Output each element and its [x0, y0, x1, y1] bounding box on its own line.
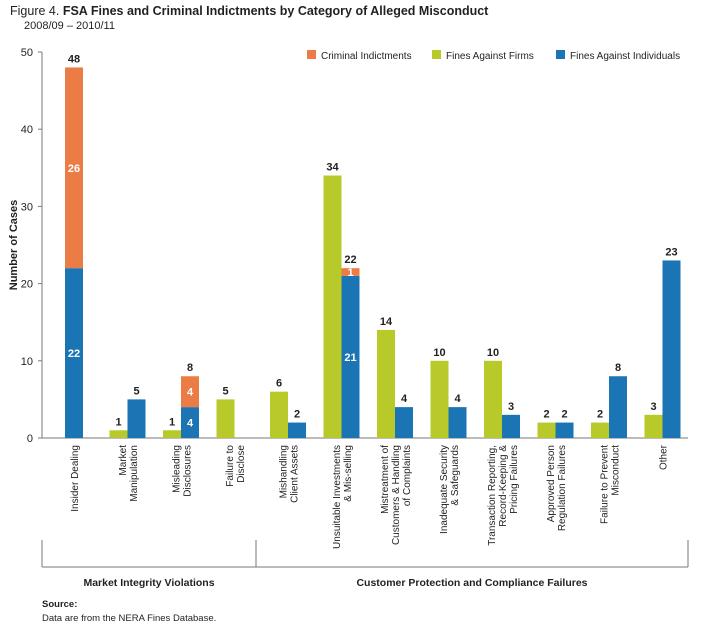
data-label: 21 [344, 352, 356, 364]
x-tick-label: Inadequate Security [439, 445, 450, 534]
x-tick-label: of Complaints [402, 445, 413, 506]
data-label: 8 [187, 362, 193, 374]
bar-firms [270, 391, 288, 438]
x-tick-label: Other [659, 444, 670, 470]
x-tick-label: Disclosures [183, 445, 194, 497]
bar-individuals [65, 268, 83, 438]
bar-individuals [127, 399, 146, 438]
source-text: Data are from the NERA Fines Database. [42, 613, 217, 624]
x-tick-label: Transaction Reporting, [487, 445, 498, 546]
data-label: 1 [347, 267, 353, 279]
x-tick-label: & Safeguards [450, 445, 461, 506]
x-tick-label: Market [118, 445, 129, 476]
x-tick-label: Misleading [172, 445, 183, 493]
data-label: 4 [454, 393, 461, 405]
figure-number: Figure 4. [10, 4, 60, 18]
bar-individuals [448, 407, 467, 438]
y-tick-label: 50 [21, 47, 33, 59]
legend-swatch [556, 50, 565, 59]
bar-firms [644, 414, 663, 438]
x-tick-label: Unsuitable Investments [332, 445, 343, 549]
legend-swatch [307, 50, 316, 59]
x-tick-label: & Mis-selling [343, 445, 354, 502]
bar-individuals [662, 260, 681, 438]
legend-label: Fines Against Individuals [570, 51, 680, 62]
chart: 0 10 20 30 40 50 Number of Cases Criminal Indic… [8, 47, 689, 589]
data-label: 10 [433, 347, 445, 359]
bar-firms [163, 430, 181, 438]
x-tick-label: Customers & Handling [391, 445, 402, 545]
x-tick-label: Manipulation [129, 445, 140, 502]
legend-label: Criminal Indictments [321, 51, 412, 62]
chart-subtitle: 2008/09 – 2010/11 [24, 20, 115, 32]
data-label: 26 [68, 163, 80, 175]
x-tick-label: Failure to [225, 445, 236, 487]
data-label: 8 [615, 362, 621, 374]
data-label: 3 [508, 401, 514, 413]
group-label: Market Integrity Violations [83, 577, 214, 589]
group-label: Customer Protection and Compliance Failu… [356, 577, 587, 589]
x-tick-label: Client Assets [290, 445, 301, 503]
data-label: 5 [222, 385, 228, 397]
bar-firms [430, 360, 449, 438]
bar-individuals [502, 414, 520, 438]
data-label: 23 [665, 246, 677, 258]
legend-label: Fines Against Firms [446, 51, 534, 62]
data-label: 10 [487, 347, 499, 359]
x-tick-label: Mishandling [279, 445, 290, 498]
y-tick-label: 40 [21, 124, 33, 136]
data-label: 1 [115, 416, 121, 428]
data-label: 34 [326, 162, 339, 174]
data-label: 4 [401, 393, 408, 405]
bar-individuals [288, 422, 306, 438]
bar-criminal [341, 268, 360, 276]
x-tick-label: Pricing Failures [509, 445, 520, 514]
bar-criminal [181, 376, 199, 408]
x-tick-label: Regulation Failures [557, 445, 568, 531]
data-label: 14 [380, 316, 393, 328]
bar-firms [323, 175, 342, 438]
bar-individuals [395, 407, 413, 438]
data-label: 48 [68, 53, 80, 65]
source-label: Source: [42, 599, 78, 610]
bar-firms [591, 422, 609, 438]
bar-individuals [609, 376, 627, 438]
x-tick-label: Record-Keeping & [498, 445, 509, 527]
data-label: 22 [344, 254, 356, 266]
x-tick-label: Approved Person [546, 445, 557, 522]
data-label: 6 [276, 378, 282, 390]
data-label: 2 [294, 409, 300, 421]
bar-criminal [65, 67, 83, 269]
legend-swatch [432, 50, 441, 59]
bar-individuals [555, 422, 574, 438]
x-tick-label: Mistreatment of [380, 445, 391, 514]
data-label: 1 [169, 416, 175, 428]
x-tick-label: Failure to Prevent [600, 445, 611, 524]
x-tick-label: Disclose [236, 445, 247, 483]
data-label: 2 [561, 409, 567, 421]
y-axis-label: Number of Cases [8, 200, 20, 290]
chart-title: FSA Fines and Criminal Indictments by Ca… [62, 4, 489, 18]
data-label: 2 [597, 409, 603, 421]
data-label: 22 [68, 348, 80, 360]
figure-title: Figure 4. FSA Fines and Criminal Indictm… [10, 4, 488, 18]
data-label: 4 [187, 418, 194, 430]
bar-individuals [181, 407, 199, 438]
x-tick-label: Misconduct [611, 445, 622, 496]
y-tick-label: 0 [27, 433, 33, 445]
y-tick-label: 30 [21, 201, 33, 213]
data-label: 3 [650, 401, 656, 413]
bar-firms [484, 360, 502, 438]
bar-firms [216, 399, 235, 438]
bar-firms [109, 430, 128, 438]
y-tick-label: 10 [21, 356, 33, 368]
bar-firms [377, 329, 395, 438]
bar-individuals [341, 275, 360, 438]
data-label: 4 [187, 387, 194, 399]
y-tick-label: 20 [21, 279, 33, 291]
data-label: 5 [133, 385, 139, 397]
bar-firms [537, 422, 556, 438]
data-label: 2 [543, 409, 549, 421]
x-tick-label: Insider Dealing [70, 445, 81, 512]
